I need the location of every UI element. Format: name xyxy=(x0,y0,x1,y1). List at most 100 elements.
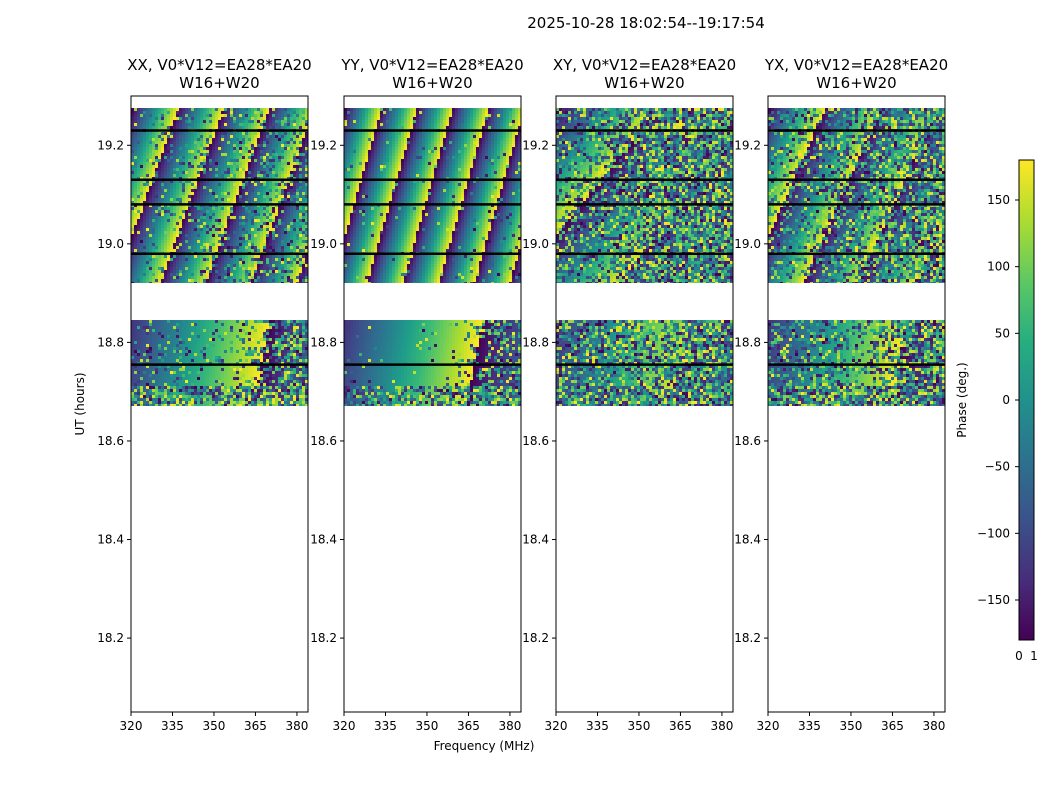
heatmap-cell xyxy=(212,320,215,323)
heatmap-cell xyxy=(149,338,152,341)
heatmap-cell xyxy=(230,392,233,395)
heatmap-cell xyxy=(170,162,173,165)
heatmap-cell xyxy=(269,267,272,270)
heatmap-cell xyxy=(251,207,254,210)
heatmap-cell xyxy=(242,255,245,258)
heatmap-cell xyxy=(257,392,260,395)
heatmap-cell xyxy=(167,350,170,353)
heatmap-cell xyxy=(275,377,278,380)
heatmap-cell xyxy=(272,126,275,129)
heatmap-cell xyxy=(143,273,146,276)
heatmap-cell xyxy=(257,371,260,374)
heatmap-cell xyxy=(302,344,305,347)
heatmap-cell xyxy=(296,222,299,225)
heatmap-cell xyxy=(182,171,185,174)
heatmap-cell xyxy=(257,210,260,213)
heatmap-cell xyxy=(206,171,209,174)
heatmap-cell xyxy=(212,150,215,153)
heatmap-cell xyxy=(278,368,281,371)
heatmap-cell xyxy=(185,392,188,395)
heatmap-cell xyxy=(296,132,299,135)
heatmap-cell xyxy=(245,341,248,344)
heatmap-cell xyxy=(176,401,179,404)
heatmap-cell xyxy=(248,138,251,141)
heatmap-cell xyxy=(302,210,305,213)
heatmap-cell xyxy=(182,222,185,225)
heatmap-cell xyxy=(164,329,167,332)
heatmap-cell xyxy=(293,186,296,189)
heatmap-cell xyxy=(215,111,218,114)
heatmap-cell xyxy=(278,258,281,261)
heatmap-cell xyxy=(155,395,158,398)
heatmap-cell xyxy=(155,246,158,249)
heatmap-cell xyxy=(188,255,191,258)
heatmap-cell xyxy=(164,255,167,258)
heatmap-cell xyxy=(242,144,245,147)
heatmap-cell xyxy=(179,168,182,171)
heatmap-cell xyxy=(206,132,209,135)
heatmap-cell xyxy=(254,329,257,332)
heatmap-cell xyxy=(239,225,242,228)
heatmap-cell xyxy=(230,386,233,389)
heatmap-cell xyxy=(176,234,179,237)
heatmap-cell xyxy=(251,228,254,231)
heatmap-cell xyxy=(137,377,140,380)
heatmap-cell xyxy=(266,392,269,395)
heatmap-cell xyxy=(194,383,197,386)
heatmap-cell xyxy=(221,168,224,171)
heatmap-cell xyxy=(260,347,263,350)
heatmap-cell xyxy=(296,383,299,386)
heatmap-cell xyxy=(296,135,299,138)
heatmap-cell xyxy=(296,341,299,344)
heatmap-cell xyxy=(299,350,302,353)
heatmap-cell xyxy=(272,153,275,156)
heatmap-cell xyxy=(164,144,167,147)
heatmap-cell xyxy=(284,386,287,389)
heatmap-cell xyxy=(182,371,185,374)
heatmap-cell xyxy=(230,273,233,276)
heatmap-cell xyxy=(266,120,269,123)
heatmap-cell xyxy=(167,270,170,273)
heatmap-cell xyxy=(158,150,161,153)
heatmap-cell xyxy=(212,383,215,386)
heatmap-cell xyxy=(224,326,227,329)
heatmap-cell xyxy=(266,228,269,231)
heatmap-cell xyxy=(158,273,161,276)
heatmap-cell xyxy=(245,332,248,335)
heatmap-cell xyxy=(152,198,155,201)
heatmap-cell xyxy=(269,135,272,138)
heatmap-cell xyxy=(248,237,251,240)
heatmap-cell xyxy=(260,377,263,380)
heatmap-cell xyxy=(158,231,161,234)
heatmap-cell xyxy=(239,347,242,350)
heatmap-cell xyxy=(209,371,212,374)
heatmap-cell xyxy=(284,195,287,198)
heatmap-cell xyxy=(143,386,146,389)
heatmap-cell xyxy=(293,377,296,380)
heatmap-cell xyxy=(251,111,254,114)
heatmap-cell xyxy=(176,123,179,126)
heatmap-cell xyxy=(176,147,179,150)
heatmap-cell xyxy=(233,126,236,129)
heatmap-cell xyxy=(197,159,200,162)
heatmap-cell xyxy=(167,320,170,323)
heatmap-cell xyxy=(254,120,257,123)
heatmap-cell xyxy=(242,395,245,398)
heatmap-cell xyxy=(245,323,248,326)
heatmap-cell xyxy=(302,338,305,341)
heatmap-cell xyxy=(140,147,143,150)
heatmap-cell xyxy=(164,186,167,189)
heatmap-cell xyxy=(191,186,194,189)
heatmap-cell xyxy=(302,114,305,117)
heatmap-cell xyxy=(146,386,149,389)
heatmap-cell xyxy=(236,186,239,189)
heatmap-cell xyxy=(158,132,161,135)
heatmap-cell xyxy=(179,264,182,267)
heatmap-cell xyxy=(299,210,302,213)
heatmap-cell xyxy=(188,326,191,329)
heatmap-cell xyxy=(206,261,209,264)
heatmap-cell xyxy=(263,356,266,359)
heatmap-cell xyxy=(293,195,296,198)
heatmap-cell xyxy=(233,392,236,395)
heatmap-cell xyxy=(158,120,161,123)
